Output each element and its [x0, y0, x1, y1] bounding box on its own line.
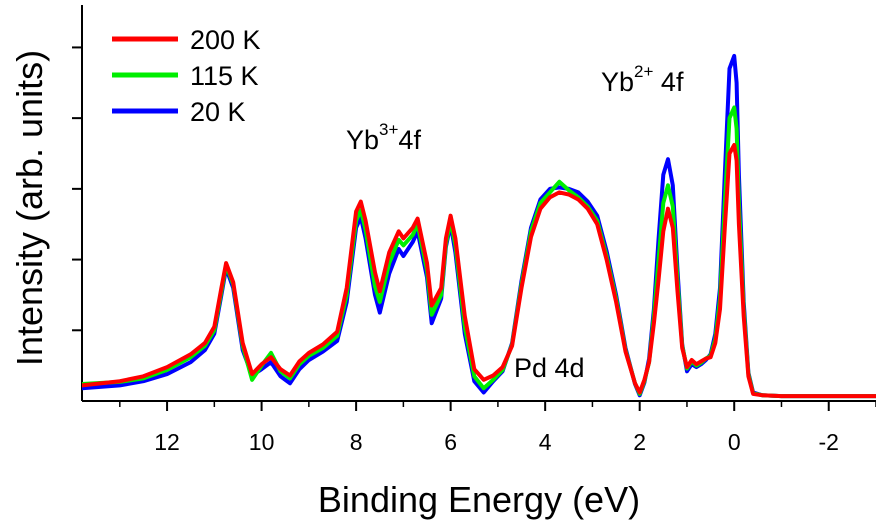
annotation-yb3: Yb3+4f [346, 120, 421, 155]
x-tick-label: 0 [728, 429, 741, 455]
x-tick-label: 10 [249, 429, 275, 455]
legend-label: 20 K [190, 97, 246, 127]
x-tick-label: -2 [819, 429, 839, 455]
annotation-yb2: Yb2+ 4f [601, 62, 684, 97]
x-tick-label: 8 [350, 429, 363, 455]
x-axis-label: Binding Energy (eV) [318, 479, 640, 520]
annotations: Yb3+4f Yb2+ 4f Pd 4d [346, 62, 684, 383]
legend: 200 K 115 K 20 K [112, 25, 261, 127]
annotation-pd4d: Pd 4d [514, 353, 585, 383]
x-tick-label: 6 [444, 429, 457, 455]
x-tick-label: 4 [539, 429, 552, 455]
legend-label: 200 K [190, 25, 261, 55]
axes: 12 10 8 6 4 2 0 -2 [72, 5, 876, 455]
series-line-200k [82, 143, 876, 399]
x-tick-label: 12 [154, 429, 180, 455]
x-tick-label: 2 [633, 429, 646, 455]
series-layer [82, 53, 876, 399]
y-axis-label: Intensity (arb. units) [9, 50, 50, 366]
legend-label: 115 K [190, 61, 259, 91]
